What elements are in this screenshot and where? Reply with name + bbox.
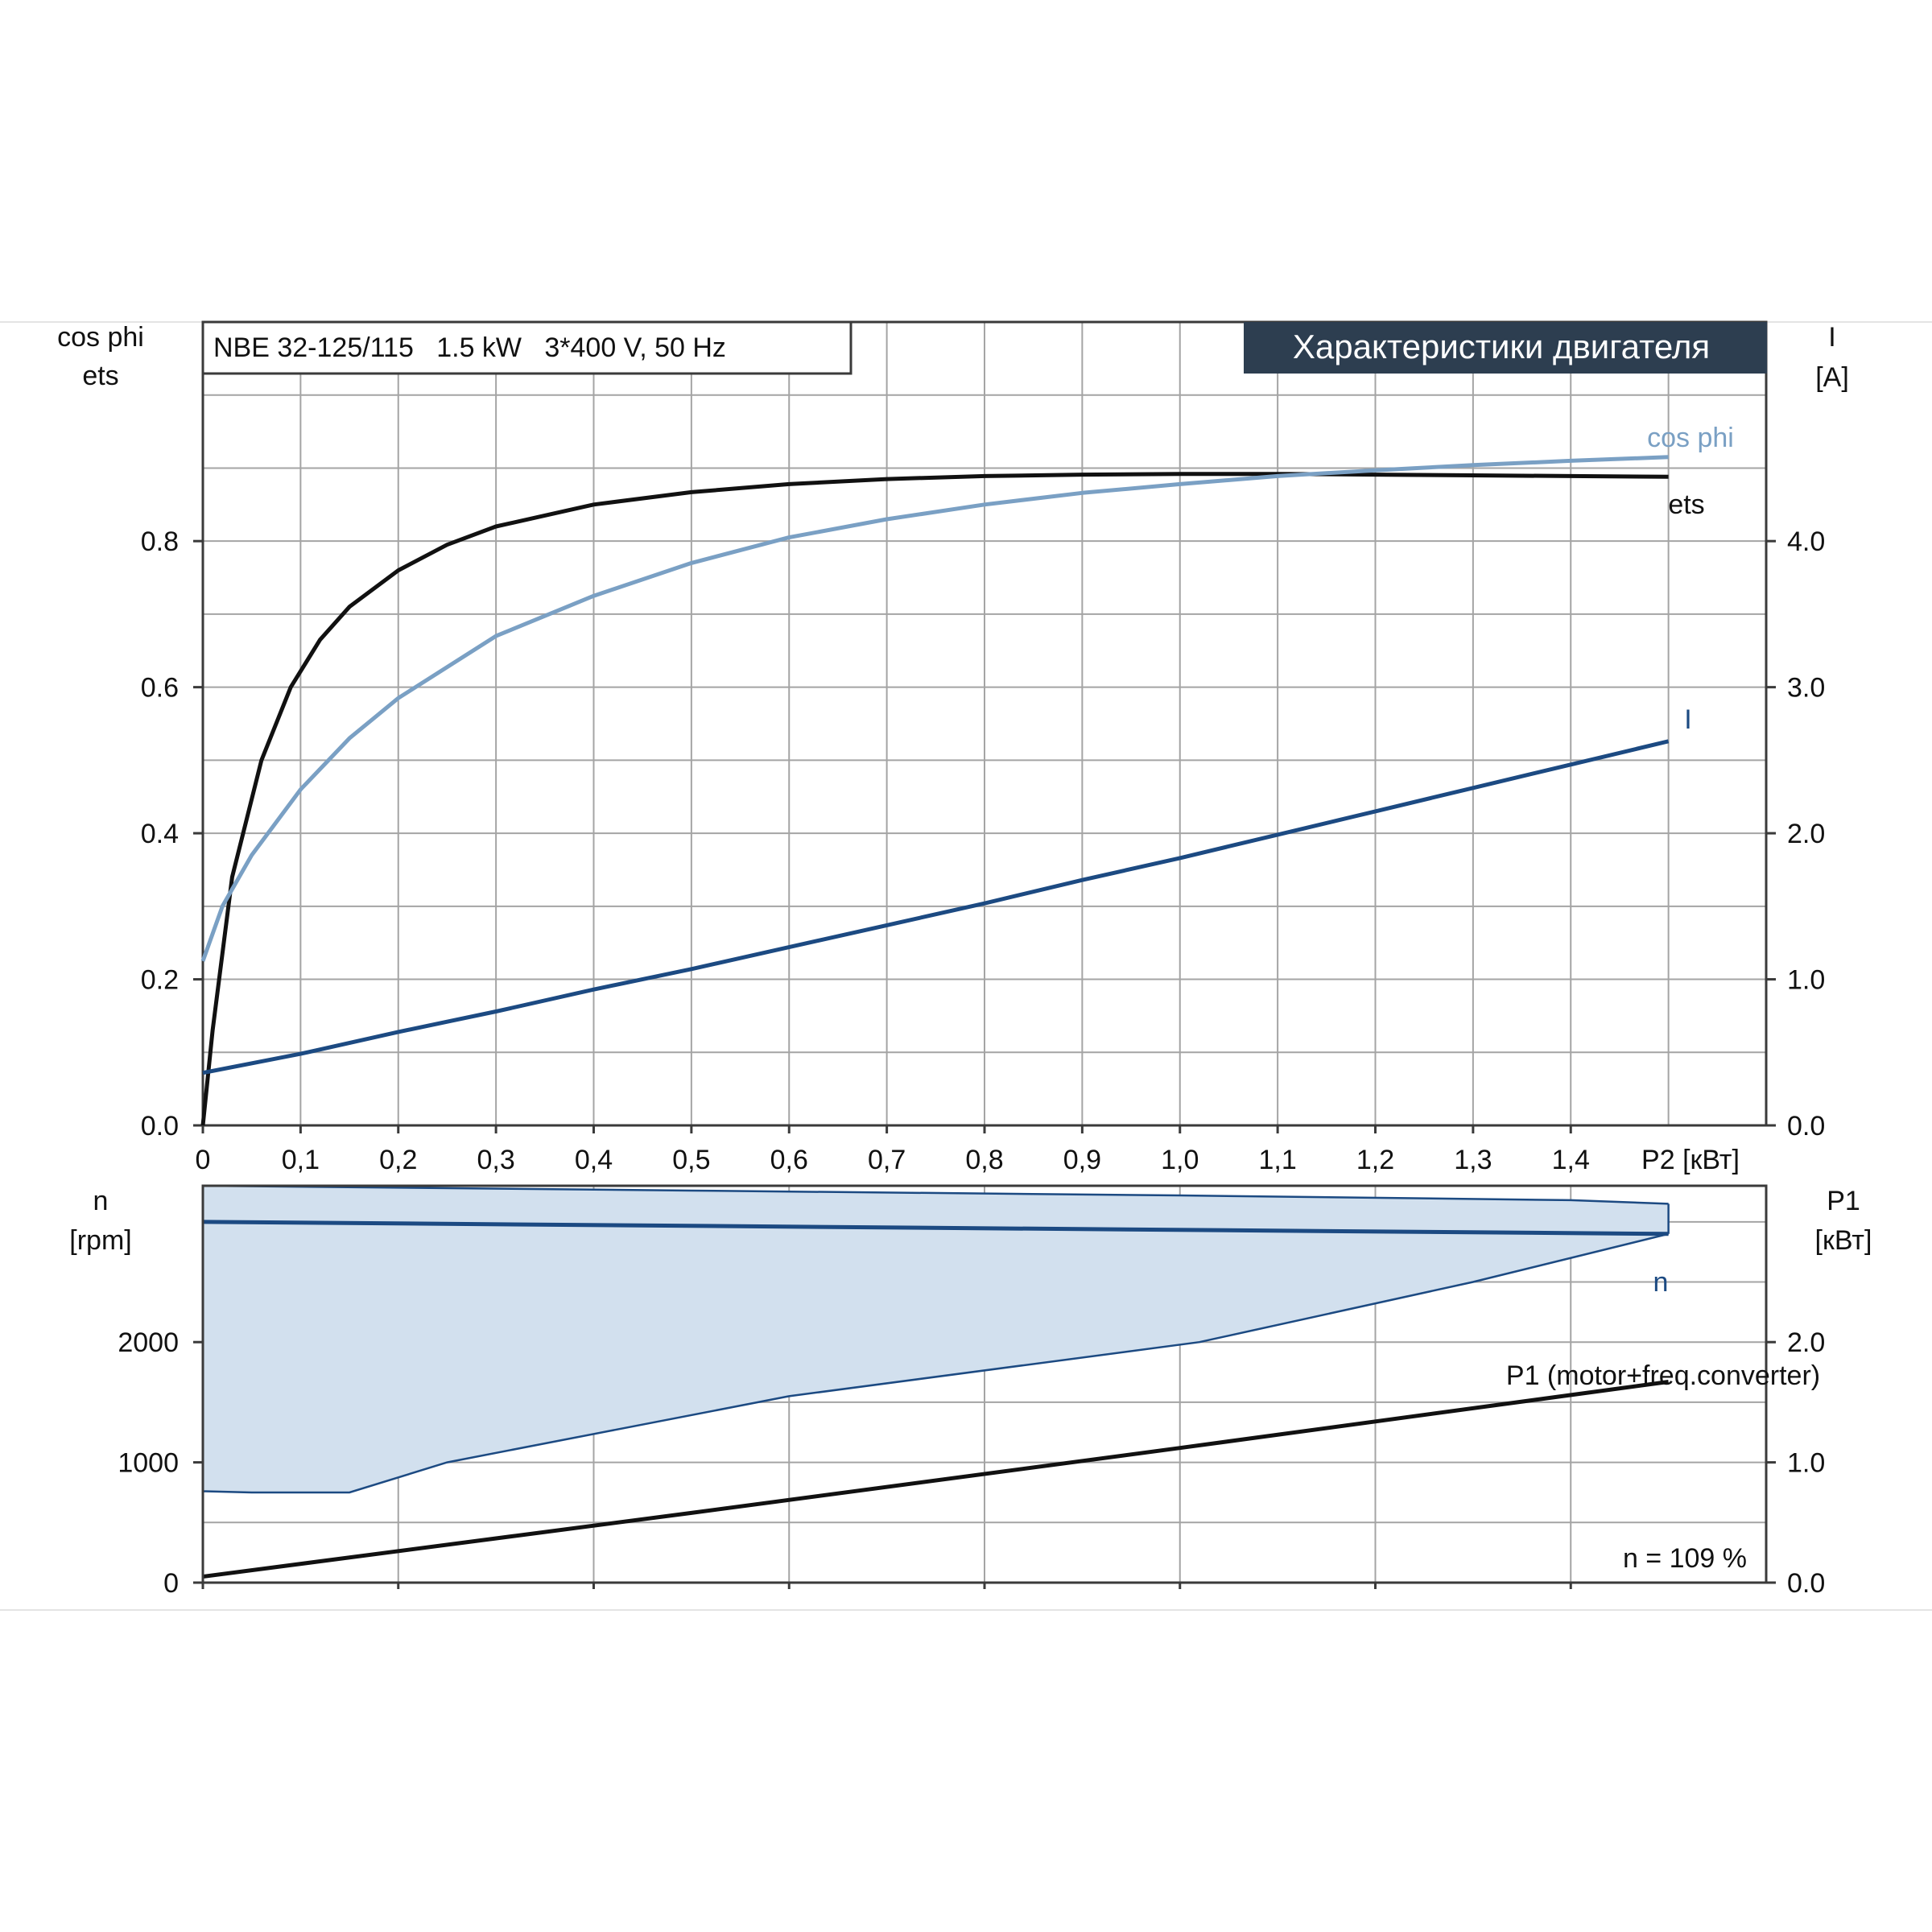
x-tick-label: 0,6 [770,1145,808,1175]
speed-range-band [203,1186,1669,1492]
x-tick-label: 0,8 [965,1145,1003,1175]
upper-left-axis-title-cosphi: cos phi [57,322,144,353]
lower-right-axis-title-p1: P1 [1827,1186,1860,1216]
cosphi-curve [200,455,1669,962]
current-curve [202,739,1670,1075]
lower-series [202,1184,1670,1579]
x-tick-label: 1,1 [1258,1145,1296,1175]
lower-right-axis-title-unit: [кВт] [1815,1225,1872,1256]
upper-series [200,455,1670,1126]
current-series-label: I [1684,704,1691,735]
x-tick-label: 1,4 [1552,1145,1590,1175]
x-tick-label: 1,2 [1356,1145,1394,1175]
x-tick-label: 1,0 [1161,1145,1199,1175]
speed-annotation: n = 109 % [1623,1543,1747,1574]
lower-left-axis-title-n: n [93,1186,109,1216]
p1-series-label: P1 (motor+freq.converter) [1506,1360,1820,1391]
y-right-tick-label: 1.0 [1787,965,1825,996]
title-box [1244,322,1767,374]
upper-left-axis-title-eta: ets [82,361,118,391]
y-left-tick-label: 0.4 [141,819,179,849]
x-tick-label: 0 [196,1145,211,1175]
y-left-tick-label: 0.0 [141,1111,179,1141]
x-tick-label: 0,3 [477,1145,514,1175]
upper-right-axis-title-unit: [A] [1815,362,1849,393]
y-right-tick-label: 0.0 [1787,1111,1825,1141]
x-tick-label: 0,9 [1063,1145,1101,1175]
y-left-tick-label: 0.2 [141,965,179,996]
upper-grid [203,322,1766,1125]
model-info-text: NBE 32-125/115 1.5 kW 3*400 V, 50 Hz [213,332,726,363]
speed-range-min-line [202,1232,1669,1494]
lower-y-right-tick-label: 0.0 [1787,1568,1825,1599]
x-axis-label: P2 [кВт] [1641,1145,1740,1175]
upper-ticks: 0 0,1 0,2 0,3 0,4 0,5 0,6 0,7 0,8 0,9 1,0 1,1 1,2 1,3… [141,526,1826,1175]
model-info-box [201,320,852,375]
speed-curve [202,1220,1669,1236]
lower-left-axis-title-unit: [rpm] [69,1225,131,1256]
chart-title: Характеристики двигателя [1293,328,1710,365]
lower-ticks: 0 1000 2000 0.0 1.0 2.0 [118,1327,1825,1599]
p1-curve [202,1380,1669,1579]
lower-y-left-tick-label: 2000 [118,1327,179,1358]
x-tick-label: 0,2 [379,1145,417,1175]
x-tick-label: 0,5 [672,1145,710,1175]
lower-y-left-tick-label: 1000 [118,1448,179,1479]
y-left-tick-label: 0.6 [141,673,179,704]
lower-y-right-tick-label: 1.0 [1787,1448,1825,1479]
upper-right-axis-title-current: I [1828,322,1835,353]
x-tick-label: 0,4 [575,1145,613,1175]
x-tick-label: 1,3 [1454,1145,1492,1175]
x-tick-label: 0,7 [868,1145,906,1175]
speed-series-label: n [1653,1267,1669,1298]
speed-range-max-line [202,1184,1669,1205]
lower-y-left-tick-label: 0 [163,1568,179,1599]
y-right-tick-label: 3.0 [1787,673,1825,704]
eta-series-label: ets [1668,489,1704,520]
lower-y-right-tick-label: 2.0 [1787,1327,1825,1358]
x-tick-label: 0,1 [282,1145,320,1175]
y-left-tick-label: 0.8 [141,526,179,557]
cosphi-series-label: cos phi [1647,423,1734,453]
y-right-tick-label: 2.0 [1787,819,1825,849]
y-right-tick-label: 4.0 [1787,526,1825,557]
